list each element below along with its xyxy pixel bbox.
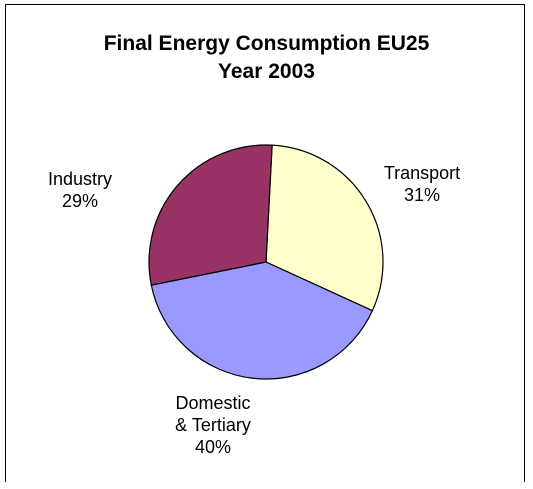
slice-label-transport-value: 31% xyxy=(403,185,441,205)
slice-label-transport-name: Transport xyxy=(383,163,461,183)
chart-title: Final Energy Consumption EU25 xyxy=(103,32,430,55)
chart-subtitle: Year 2003 xyxy=(218,60,315,83)
slice-label-domestic-line1: Domestic xyxy=(175,393,251,413)
pie-slice-domestic-tertiary xyxy=(150,261,374,380)
slice-label-domestic-line2: & Tertiary xyxy=(175,415,251,435)
pie-slice-transport xyxy=(265,144,384,312)
slice-label-industry: Industry 29% xyxy=(30,168,130,212)
slice-label-industry-name: Industry xyxy=(47,169,113,189)
slice-label-domestic-tertiary: Domestic & Tertiary 40% xyxy=(148,392,278,458)
slice-label-industry-value: 29% xyxy=(61,191,99,211)
slice-label-transport: Transport 31% xyxy=(372,162,472,206)
slice-label-domestic-value: 40% xyxy=(194,437,232,457)
pie-slice-industry xyxy=(148,144,273,286)
